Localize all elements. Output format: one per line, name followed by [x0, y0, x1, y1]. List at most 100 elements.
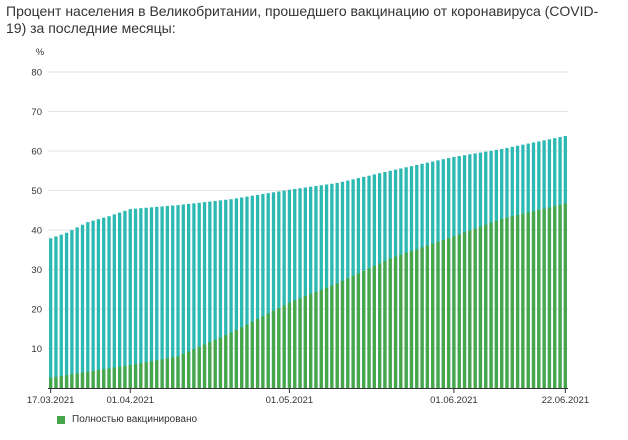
bar-fully-vaccinated	[64, 375, 69, 388]
bar-fully-vaccinated	[489, 222, 493, 388]
bar-fully-vaccinated	[356, 273, 361, 388]
legend-swatch-fully-vaccinated	[57, 415, 65, 424]
bar-fully-vaccinated	[531, 211, 536, 388]
bar-fully-vaccinated	[287, 302, 292, 388]
bar-first-dose	[128, 209, 132, 388]
chart-title: Процент населения в Великобритании, прош…	[6, 3, 599, 36]
bar-first-dose	[261, 194, 265, 388]
bar-fully-vaccinated	[457, 234, 461, 388]
bar-fully-vaccinated	[309, 294, 313, 388]
bar-fully-vaccinated	[181, 354, 185, 388]
x-tick-label: 01.04.2021	[106, 395, 154, 406]
bar-first-dose	[314, 185, 318, 388]
bar-first-dose	[298, 188, 302, 388]
bar-fully-vaccinated	[112, 367, 116, 388]
bar-first-dose	[202, 202, 207, 388]
bar-fully-vaccinated	[277, 308, 281, 388]
bar-first-dose	[224, 199, 228, 388]
bar-fully-vaccinated	[468, 230, 472, 388]
bar-fully-vaccinated	[271, 310, 276, 388]
bar-first-dose	[309, 186, 313, 388]
x-tick-label: 22.06.2021	[542, 395, 590, 406]
bar-first-dose	[49, 238, 53, 388]
y-axis-ticks: 10 20 30 40 50 60 70 80	[31, 68, 42, 356]
y-tick-label: 40	[31, 226, 42, 237]
bar-first-dose	[197, 202, 201, 388]
bar-first-dose	[293, 188, 297, 388]
bar-fully-vaccinated	[208, 342, 212, 388]
bar-fully-vaccinated	[335, 283, 339, 388]
bar-fully-vaccinated	[165, 358, 170, 388]
bar-fully-vaccinated	[393, 256, 398, 388]
bar-fully-vaccinated	[399, 254, 403, 388]
bars-fully-vaccinated	[49, 203, 567, 388]
bar-fully-vaccinated	[431, 243, 435, 388]
bar-fully-vaccinated	[314, 291, 318, 388]
bar-fully-vaccinated	[59, 376, 63, 388]
bar-first-dose	[186, 203, 191, 388]
bar-fully-vaccinated	[303, 296, 307, 388]
bar-fully-vaccinated	[351, 275, 355, 388]
bar-first-dose	[80, 224, 85, 388]
y-tick-label: 30	[31, 265, 42, 276]
bar-fully-vaccinated	[176, 356, 180, 388]
bar-fully-vaccinated	[245, 324, 249, 388]
bar-fully-vaccinated	[346, 278, 350, 388]
bar-first-dose	[112, 214, 116, 388]
bar-fully-vaccinated	[117, 366, 122, 388]
bar-fully-vaccinated	[266, 313, 270, 388]
bar-first-dose	[303, 187, 307, 388]
bar-fully-vaccinated	[500, 218, 504, 388]
bar-fully-vaccinated	[298, 298, 302, 388]
bar-fully-vaccinated	[436, 241, 440, 388]
x-tick-label: 01.06.2021	[430, 395, 478, 406]
bar-fully-vaccinated	[49, 377, 53, 388]
bar-fully-vaccinated	[202, 344, 207, 388]
bar-fully-vaccinated	[473, 228, 477, 388]
bar-fully-vaccinated	[478, 226, 483, 388]
bar-first-dose	[240, 197, 244, 388]
bar-first-dose	[282, 190, 286, 388]
bar-fully-vaccinated	[192, 349, 196, 388]
bar-fully-vaccinated	[155, 360, 159, 388]
bar-first-dose	[255, 194, 260, 388]
y-tick-label: 70	[31, 107, 42, 118]
bar-first-dose	[181, 204, 185, 388]
bar-first-dose	[96, 219, 101, 388]
y-tick-label: 60	[31, 147, 42, 158]
bar-first-dose	[64, 232, 69, 388]
bar-fully-vaccinated	[388, 258, 392, 388]
bar-fully-vaccinated	[494, 220, 499, 388]
bar-first-dose	[229, 199, 233, 388]
bar-fully-vaccinated	[234, 329, 239, 388]
bar-first-dose	[218, 200, 223, 389]
bar-first-dose	[144, 207, 148, 388]
bar-fully-vaccinated	[218, 337, 223, 388]
bar-fully-vaccinated	[515, 215, 520, 388]
bar-first-dose	[250, 195, 254, 388]
bar-fully-vaccinated	[362, 270, 366, 388]
bar-first-dose	[86, 222, 90, 388]
bar-fully-vaccinated	[75, 373, 79, 388]
bar-fully-vaccinated	[383, 260, 387, 388]
bar-fully-vaccinated	[484, 224, 488, 388]
bar-fully-vaccinated	[553, 206, 557, 388]
bar-fully-vaccinated	[171, 357, 175, 388]
bar-fully-vaccinated	[367, 268, 371, 388]
bar-first-dose	[324, 184, 329, 388]
bar-first-dose	[117, 212, 122, 388]
bar-fully-vaccinated	[542, 208, 546, 388]
y-tick-label: 50	[31, 186, 42, 197]
bar-first-dose	[102, 217, 106, 388]
y-tick-label: 80	[31, 68, 42, 79]
bar-first-dose	[245, 196, 249, 388]
bar-fully-vaccinated	[96, 370, 101, 388]
bar-fully-vaccinated	[510, 216, 514, 388]
bar-first-dose	[160, 206, 164, 388]
legend-label-fully-vaccinated: Полностью вакцинировано	[72, 414, 198, 425]
bars-first-dose	[49, 135, 567, 389]
bar-first-dose	[266, 193, 270, 388]
legend: Полностью вакцинировано	[57, 414, 197, 425]
bar-fully-vaccinated	[86, 371, 90, 388]
bar-fully-vaccinated	[70, 374, 74, 388]
